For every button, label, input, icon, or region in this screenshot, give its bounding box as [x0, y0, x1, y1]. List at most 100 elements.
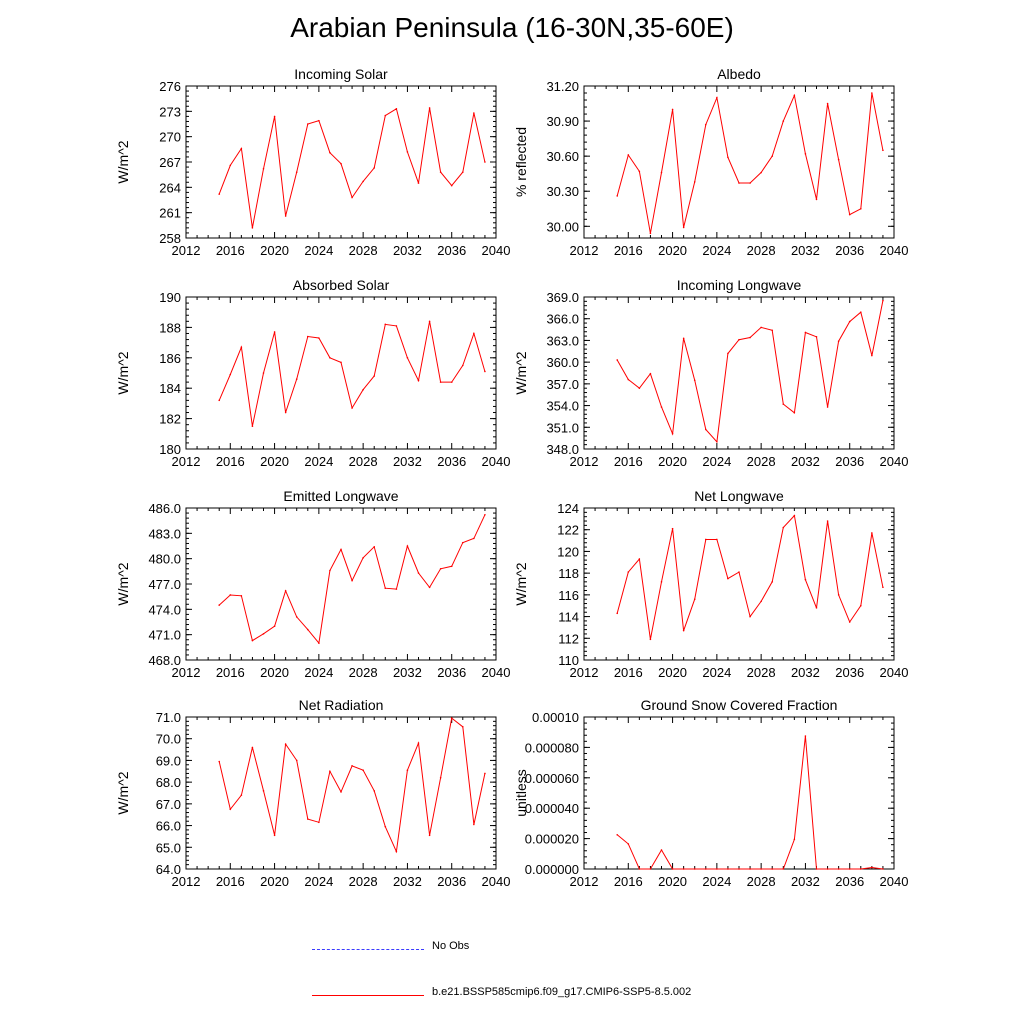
y-tick-label: 258	[159, 231, 181, 246]
x-tick-label: 2012	[570, 454, 599, 469]
data-point	[871, 354, 873, 357]
y-tick-label: 0.000040	[525, 801, 579, 816]
data-point	[859, 207, 862, 210]
panel-incoming-solar: Incoming Solar W/m^2 2012 2016 2020 2024 2028 2…	[115, 66, 510, 258]
y-tick-label: 261	[159, 206, 181, 221]
panel-net-radiation: Net Radiation W/m^2 2012 2016 2020 2024 2028 20…	[115, 697, 510, 889]
x-tick-label: 2032	[393, 665, 422, 680]
x-tick-label: 2012	[172, 243, 201, 258]
y-tick-label: 190	[159, 290, 181, 305]
x-tick-label: 2040	[880, 454, 909, 469]
x-tick-label: 2032	[791, 665, 820, 680]
y-tick-label: 471.0	[148, 628, 181, 643]
y-tick-label: 363.0	[546, 333, 579, 348]
x-tick-label: 2040	[880, 243, 909, 258]
data-point	[417, 572, 420, 574]
data-point	[815, 868, 818, 870]
data-point	[793, 412, 796, 414]
y-tick-label: 369.0	[546, 290, 579, 305]
data-point	[882, 868, 884, 870]
data-point	[351, 196, 353, 199]
y-tick-label: 30.00	[546, 219, 579, 234]
y-tick-label: 64.0	[156, 862, 181, 877]
data-point	[826, 406, 829, 408]
x-tick-label: 2024	[702, 243, 731, 258]
panel-title: Incoming Longwave	[677, 277, 802, 293]
y-tick-label: 0.00010	[532, 710, 579, 725]
figure-title: Arabian Peninsula (16-30N,35-60E)	[290, 12, 734, 43]
data-point	[671, 527, 674, 530]
data-point	[837, 158, 840, 161]
x-tick-label: 2020	[658, 243, 687, 258]
plot-frame	[583, 716, 895, 870]
x-tick-label: 2036	[437, 874, 466, 889]
data-point	[804, 578, 807, 581]
x-tick-label: 2024	[702, 874, 731, 889]
data-point	[782, 120, 785, 122]
y-tick-label: 276	[159, 79, 181, 94]
data-point	[771, 329, 774, 332]
data-point	[439, 171, 442, 173]
data-point	[284, 215, 287, 217]
panel-title: Emitted Longwave	[283, 488, 398, 504]
data-point	[295, 378, 298, 380]
series-line	[218, 107, 486, 228]
data-point	[395, 108, 398, 110]
x-tick-label: 2016	[216, 665, 245, 680]
x-tick-label: 2028	[349, 454, 378, 469]
data-point	[682, 868, 685, 870]
data-point	[716, 96, 718, 99]
data-point	[262, 790, 265, 792]
y-tick-label: 360.0	[546, 355, 579, 370]
x-tick-label: 2020	[260, 665, 289, 680]
y-tick-label: 468.0	[148, 653, 181, 668]
y-axis-label: % reflected	[513, 127, 529, 197]
data-point	[815, 336, 818, 338]
data-point	[284, 411, 287, 414]
x-tick-label: 2032	[791, 454, 820, 469]
data-point	[473, 537, 475, 540]
panel-ground-snow-covered-fraction: Ground Snow Covered Fraction unitless 2012…	[513, 697, 908, 889]
y-tick-label: 0.000000	[525, 862, 579, 877]
x-tick-label: 2036	[835, 874, 864, 889]
x-tick-label: 2016	[216, 874, 245, 889]
data-point	[284, 589, 287, 592]
x-tick-label: 2028	[747, 454, 776, 469]
data-point	[649, 638, 652, 641]
data-point	[218, 760, 221, 763]
data-point	[384, 114, 387, 117]
plot-frame	[185, 507, 497, 661]
data-point	[450, 381, 453, 383]
panel-absorbed-solar: Absorbed Solar W/m^2 2012 2016 2020 2024 2028 2…	[115, 277, 510, 469]
data-point	[793, 838, 796, 841]
x-tick-label: 2024	[304, 874, 333, 889]
y-tick-label: 30.60	[546, 149, 579, 164]
y-tick-label: 366.0	[546, 312, 579, 327]
y-tick-label: 112	[558, 631, 579, 646]
data-point	[660, 171, 663, 174]
x-tick-label: 2024	[702, 665, 731, 680]
data-point	[848, 213, 851, 216]
data-point	[649, 372, 652, 375]
data-point	[484, 161, 486, 163]
data-point	[450, 565, 453, 568]
x-tick-label: 2036	[437, 665, 466, 680]
x-tick-label: 2016	[216, 243, 245, 258]
data-point	[738, 182, 740, 184]
data-point	[229, 594, 232, 596]
legend-entry-model: b.e21.BSSP585cmip6.f09_g17.CMIP6-SSP5-8.…	[300, 986, 900, 1006]
data-point	[760, 600, 762, 603]
data-point	[771, 581, 774, 583]
data-point	[340, 791, 342, 793]
data-point	[318, 642, 320, 644]
x-tick-label: 2012	[172, 454, 201, 469]
data-point	[616, 612, 619, 615]
data-point	[837, 340, 840, 342]
data-point	[760, 171, 762, 174]
data-point	[804, 735, 807, 737]
x-tick-label: 2020	[260, 243, 289, 258]
data-point	[704, 868, 707, 870]
y-tick-label: 0.000020	[525, 832, 579, 847]
y-tick-label: 474.0	[148, 602, 181, 617]
data-point	[484, 370, 486, 373]
